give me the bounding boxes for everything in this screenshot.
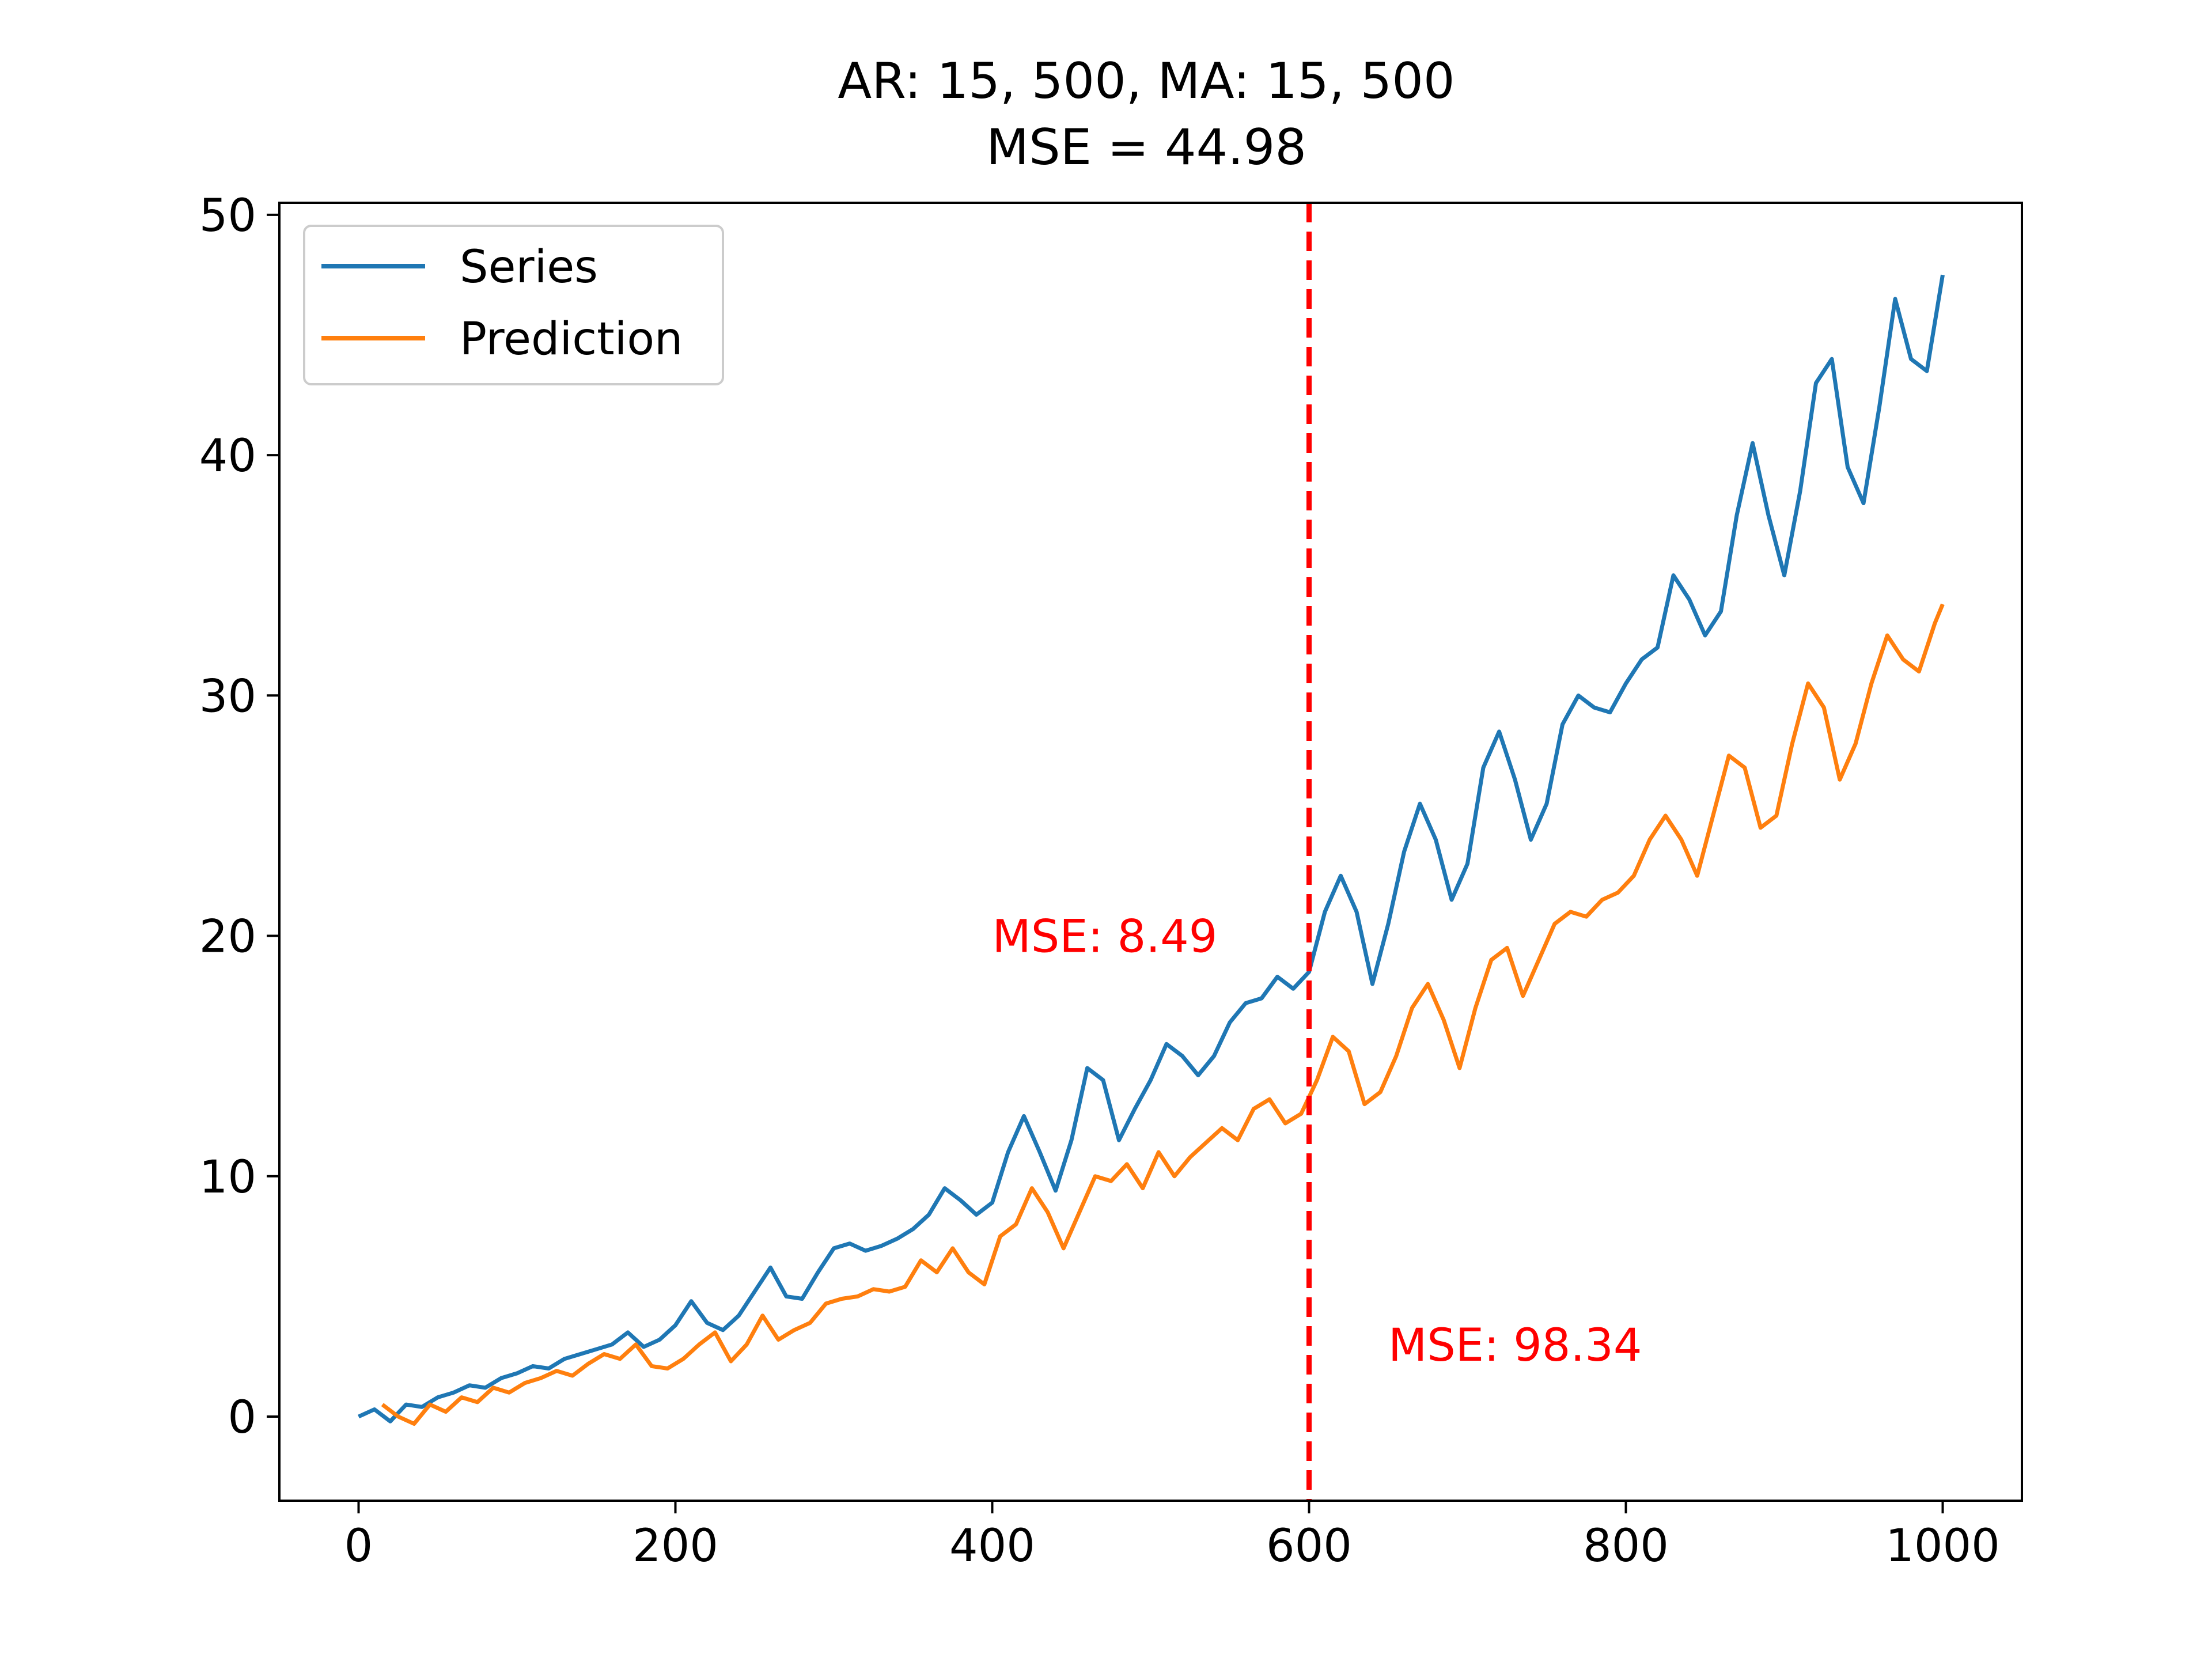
y-tick-label: 30 xyxy=(199,671,256,722)
mse-annotation-2: MSE: 98.34 xyxy=(1388,1320,1642,1372)
x-tick-label: 0 xyxy=(344,1520,373,1572)
x-tick-label: 200 xyxy=(632,1520,718,1572)
plot-frame xyxy=(278,202,2023,1502)
legend-label-prediction: Prediction xyxy=(460,313,683,365)
chart-title-line1: AR: 15, 500, MA: 15, 500 xyxy=(838,52,1455,110)
x-tick-label: 1000 xyxy=(1885,1520,2000,1572)
x-tick-label: 600 xyxy=(1266,1520,1352,1572)
mse-annotation-1: MSE: 8.49 xyxy=(993,911,1218,963)
y-tick-label: 10 xyxy=(199,1152,256,1203)
y-tick-label: 40 xyxy=(199,430,256,482)
series-line-prediction xyxy=(381,603,1945,1426)
series-line-series xyxy=(358,274,1945,1424)
y-tick-label: 20 xyxy=(199,911,256,963)
legend-label-series: Series xyxy=(460,241,598,293)
y-tick-label: 50 xyxy=(199,190,256,242)
chart-title-line2: MSE = 44.98 xyxy=(986,119,1306,176)
x-tick-label: 400 xyxy=(949,1520,1035,1572)
y-tick-label: 0 xyxy=(228,1392,256,1444)
plot-area: MSE: 8.49 MSE: 98.34 0 200 400 600 800 1000 0 10 2… xyxy=(199,190,2023,1572)
x-tick-label: 800 xyxy=(1583,1520,1669,1572)
